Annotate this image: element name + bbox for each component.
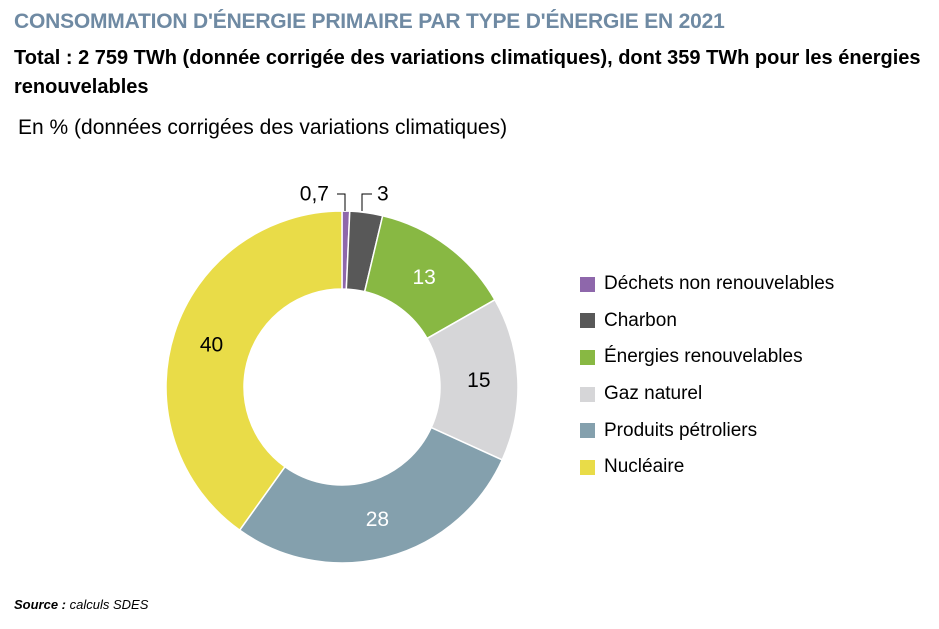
slice-label-energies-renouvelables: 13 (412, 266, 435, 289)
slice-label-gaz-naturel: 15 (467, 369, 490, 392)
slice-label-dechets-non-renouvelables: 0,7 (300, 183, 329, 206)
unit-note: En % (données corrigées des variations c… (18, 116, 508, 139)
slice-produits-petroliers (238, 426, 504, 564)
leader-lines (337, 193, 372, 211)
chart-subtitle: Total : 2 759 TWh (donnée corrigée des v… (14, 47, 921, 98)
slice-nucleaire (165, 210, 343, 532)
chart-title: CONSOMMATION D'ÉNERGIE PRIMAIRE PAR TYPE… (14, 10, 725, 33)
slice-label-charbon: 3 (377, 183, 389, 206)
legend-swatch (580, 423, 595, 439)
legend-swatch (580, 313, 595, 329)
legend-swatch (580, 276, 595, 292)
slice-label-nucleaire: 40 (200, 334, 223, 357)
legend-label: Produits pétroliers (604, 419, 758, 441)
legend-item-energies-renouvelables: Énergies renouvelables (580, 339, 834, 376)
donut-slices (165, 210, 519, 564)
legend-swatch (580, 349, 595, 365)
leader-line-charbon (361, 193, 372, 211)
legend-item-produits-petroliers: Produits pétroliers (580, 412, 834, 449)
legend-label: Énergies renouvelables (604, 346, 803, 368)
legend-item-charbon: Charbon (580, 303, 834, 340)
legend-label: Gaz naturel (604, 383, 703, 405)
legend-label: Nucléaire (604, 456, 685, 478)
legend-swatch (580, 459, 595, 475)
slice-labels: 0,7 3 13 15 28 40 (200, 183, 491, 531)
source-note: Source : calculs SDES (14, 597, 148, 612)
legend-swatch (580, 386, 595, 402)
source-text: calculs SDES (69, 597, 149, 612)
slice-label-produits-petroliers: 28 (366, 508, 389, 531)
leader-line-dechets-non-renouvelables (337, 193, 346, 211)
legend-item-dechets-non-renouvelables: Déchets non renouvelables (580, 266, 834, 303)
legend-label: Déchets non renouvelables (604, 273, 835, 295)
legend-item-gaz-naturel: Gaz naturel (580, 376, 834, 413)
source-label: Source : (14, 597, 67, 612)
chart-legend: Déchets non renouvelables Charbon Énergies… (580, 266, 834, 486)
legend-item-nucleaire: Nucléaire (580, 449, 834, 486)
legend-label: Charbon (604, 309, 677, 331)
